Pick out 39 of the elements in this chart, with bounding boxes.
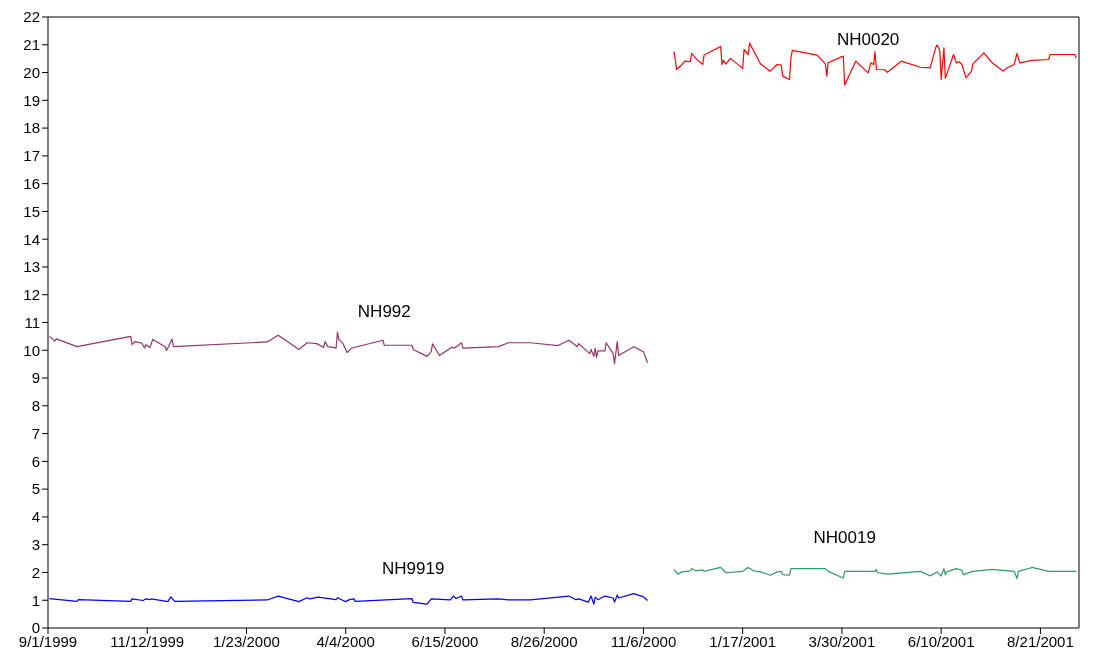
series-label: NH9919 <box>382 559 445 579</box>
y-tick-label: 16 <box>23 174 40 192</box>
x-tick-label: 8/26/2000 <box>510 632 578 650</box>
y-tick-label: 7 <box>31 424 40 442</box>
series-label: NH0019 <box>813 528 876 548</box>
x-tick-label: 11/6/2000 <box>610 632 677 650</box>
series-label: NH0020 <box>836 29 900 49</box>
y-tick-label: 1 <box>31 591 40 609</box>
y-tick-label: 9 <box>31 369 40 387</box>
y-tick-label: 22 <box>23 8 40 26</box>
y-tick-label: 5 <box>31 480 40 498</box>
y-tick-label: 19 <box>23 91 40 109</box>
line-series <box>48 592 649 605</box>
x-tick-label: 3/30/2001 <box>808 632 876 650</box>
y-tick-label: 10 <box>23 341 40 359</box>
y-tick-label: 13 <box>23 258 40 276</box>
x-tick-label: 6/10/2001 <box>907 632 975 650</box>
y-tick-label: 17 <box>23 147 40 165</box>
y-tick-label: 14 <box>23 230 40 248</box>
line-series <box>48 331 649 365</box>
x-tick-label: 1/23/2000 <box>213 632 280 650</box>
x-tick-label: 1/17/2001 <box>709 632 777 650</box>
y-tick-label: 6 <box>31 452 40 470</box>
x-tick-label: 11/12/1999 <box>110 632 185 650</box>
x-tick-label: 4/4/2000 <box>316 632 375 650</box>
y-tick-label: 21 <box>23 36 40 54</box>
y-tick-label: 18 <box>23 119 40 137</box>
series-label: NH992 <box>357 302 411 322</box>
line-series <box>673 566 1077 580</box>
y-tick-label: 15 <box>23 202 40 220</box>
x-tick-label: 6/15/2000 <box>411 632 479 650</box>
x-tick-label: 8/21/2001 <box>1007 632 1074 650</box>
y-tick-label: 12 <box>23 286 40 304</box>
y-tick-label: 3 <box>31 536 40 554</box>
y-tick-label: 20 <box>23 63 40 81</box>
y-tick-label: 11 <box>24 313 40 331</box>
y-tick-label: 4 <box>31 508 40 526</box>
y-tick-label: 2 <box>31 563 40 581</box>
y-tick-label: 8 <box>31 397 40 415</box>
